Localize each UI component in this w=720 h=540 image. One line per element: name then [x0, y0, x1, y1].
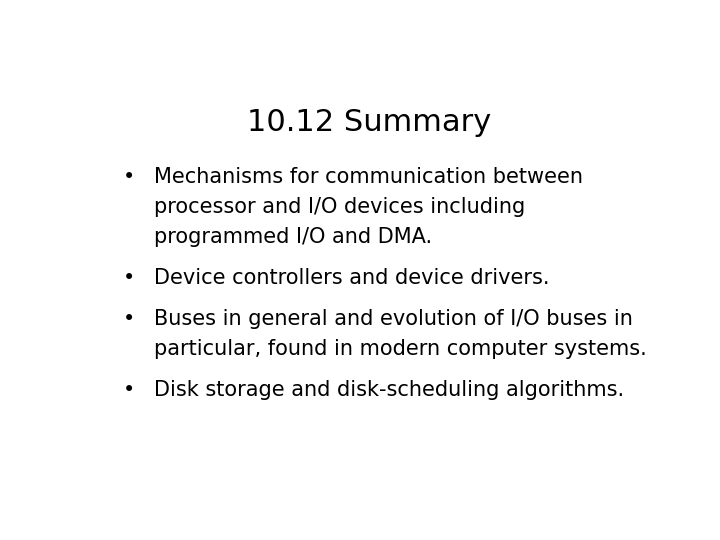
- Text: •: •: [123, 380, 135, 400]
- Text: 10.12 Summary: 10.12 Summary: [247, 109, 491, 138]
- Text: programmed I/O and DMA.: programmed I/O and DMA.: [154, 227, 432, 247]
- Text: processor and I/O devices including: processor and I/O devices including: [154, 197, 526, 217]
- Text: Device controllers and device drivers.: Device controllers and device drivers.: [154, 268, 549, 288]
- Text: Buses in general and evolution of I/O buses in: Buses in general and evolution of I/O bu…: [154, 309, 633, 329]
- Text: •: •: [123, 167, 135, 187]
- Text: particular, found in modern computer systems.: particular, found in modern computer sys…: [154, 339, 647, 359]
- Text: Mechanisms for communication between: Mechanisms for communication between: [154, 167, 583, 187]
- Text: •: •: [123, 268, 135, 288]
- Text: •: •: [123, 309, 135, 329]
- Text: Disk storage and disk-scheduling algorithms.: Disk storage and disk-scheduling algorit…: [154, 380, 624, 400]
